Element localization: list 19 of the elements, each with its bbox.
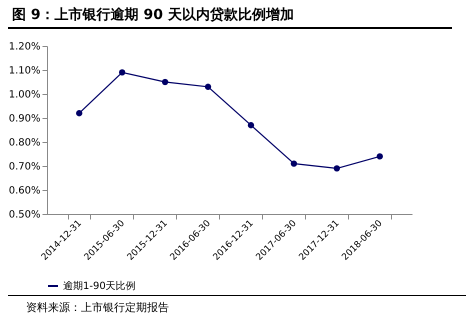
y-tick-label: 0.50% — [8, 210, 40, 220]
y-tick-label: 0.70% — [8, 162, 40, 172]
point — [118, 69, 126, 76]
y-tick-label: 0.80% — [8, 138, 40, 148]
y-tick-label: 1.00% — [8, 90, 40, 100]
point — [376, 153, 383, 160]
chart-title: 图 9：上市银行逾期 90 天以内贷款比例增加 — [8, 6, 452, 29]
point — [248, 122, 254, 128]
y-tick-label: 1.20% — [8, 42, 40, 52]
y-tick-label: 1.10% — [8, 66, 40, 76]
y-tick-label: 0.60% — [8, 186, 40, 196]
legend-label: 逾期1-90天比例 — [63, 280, 136, 292]
y-tick-label: 0.90% — [8, 114, 40, 124]
point — [76, 110, 82, 116]
point — [204, 84, 212, 90]
point — [334, 165, 340, 172]
text: 资料来源：上市银行定期报告 — [8, 295, 466, 315]
point — [290, 160, 298, 167]
point — [162, 78, 168, 86]
